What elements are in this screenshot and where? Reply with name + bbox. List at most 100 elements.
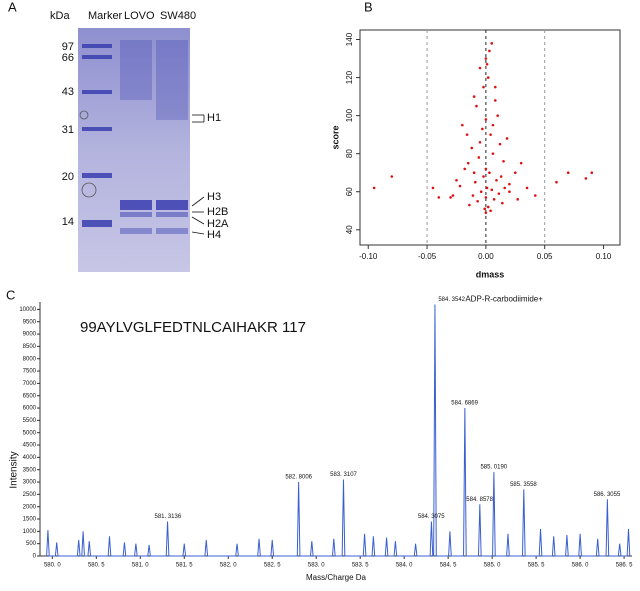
gel-unit: kDa <box>50 10 70 22</box>
point <box>473 180 477 184</box>
point <box>465 133 469 136</box>
band-label: H1 <box>207 112 221 124</box>
x-tick-label: 585. 0 <box>484 563 501 569</box>
y-tick-label: 6500 <box>23 393 37 399</box>
band-label: H2B <box>207 206 228 218</box>
band-label: H4 <box>207 229 221 241</box>
peak-label: 586. 3055 <box>594 492 621 498</box>
y-axis-label: score <box>330 125 340 149</box>
peak-label: 584. 3075 <box>418 514 445 520</box>
y-tick-label: 5000 <box>23 430 37 436</box>
y-tick-label: 0 <box>33 554 37 560</box>
y-tick-label: 3500 <box>23 467 37 473</box>
y-tick-label: 8500 <box>23 344 37 350</box>
point <box>484 167 488 171</box>
point <box>486 76 490 79</box>
x-tick-label: 0.00 <box>478 252 494 261</box>
point <box>489 133 492 136</box>
y-tick-label: 100 <box>345 108 354 122</box>
point <box>491 123 495 127</box>
y-tick-label: 4500 <box>23 443 37 449</box>
point <box>485 62 489 66</box>
y-tick-label: 140 <box>345 32 354 46</box>
point <box>566 171 570 174</box>
point <box>472 95 476 98</box>
point <box>490 42 494 45</box>
x-tick-label: 582. 0 <box>220 563 237 569</box>
x-tick-label: 584. 5 <box>440 563 457 569</box>
point <box>503 186 507 190</box>
point <box>484 211 488 214</box>
point <box>555 180 558 184</box>
point <box>482 85 485 89</box>
point <box>501 201 504 205</box>
point <box>470 146 474 150</box>
y-tick-label: 10000 <box>19 307 36 313</box>
y-tick-label: 2000 <box>23 504 37 510</box>
point <box>466 161 470 165</box>
y-tick-label: 120 <box>345 70 354 84</box>
point <box>463 167 467 171</box>
point <box>484 118 488 121</box>
x-tick-label: 580. 5 <box>88 563 105 569</box>
y-tick-label: 5500 <box>23 418 37 424</box>
y-tick-label: 8000 <box>23 356 37 362</box>
peak-label: 584. 6869 <box>451 401 478 407</box>
x-tick-label: 583. 0 <box>308 563 325 569</box>
y-tick-label: 4000 <box>23 455 37 461</box>
point <box>584 177 588 180</box>
point <box>479 190 483 194</box>
point <box>488 171 491 174</box>
point <box>525 186 529 190</box>
gel: kDa Marker LOVO SW480 97 66 43 31 20 14 … <box>50 10 229 272</box>
point <box>486 205 490 209</box>
point <box>493 85 497 89</box>
x-tick-label: 0.10 <box>596 252 612 261</box>
y-tick-label: 9500 <box>23 319 37 325</box>
x-tick-label: 582. 5 <box>264 563 281 569</box>
x-tick-label: -0.10 <box>359 252 378 261</box>
x-tick-label: 585. 5 <box>528 563 545 569</box>
point <box>499 175 503 178</box>
point <box>493 99 497 102</box>
point <box>485 186 489 190</box>
peak-label: 585. 3558 <box>510 482 537 488</box>
point <box>468 203 471 207</box>
chart-title: 99AYLVGLFEDTNLCAIHAKR 117 <box>80 319 306 336</box>
point <box>482 175 485 178</box>
point <box>505 137 509 140</box>
y-tick-label: 60 <box>345 187 354 196</box>
lane-label: LOVO <box>124 10 155 22</box>
point <box>451 194 455 197</box>
peak-label: 584. 8578 <box>466 497 493 503</box>
point <box>495 179 498 182</box>
y-axis-label: Intensity <box>9 451 20 488</box>
y-tick-label: 3000 <box>23 480 37 486</box>
y-tick-label: 40 <box>345 225 354 234</box>
point <box>483 207 487 211</box>
y-tick-label: 6000 <box>23 406 37 412</box>
gel-bands <box>82 40 188 234</box>
point <box>492 198 496 201</box>
y-tick-label: 7000 <box>23 381 37 387</box>
lane-label: Marker <box>88 10 123 22</box>
point <box>481 127 484 131</box>
point <box>471 194 475 197</box>
point <box>513 171 517 174</box>
marker-label: 43 <box>62 86 74 98</box>
x-axis-label: Mass/Charge Da <box>306 573 367 582</box>
point <box>484 57 488 60</box>
band-label: H2A <box>207 218 229 230</box>
band-label: H3 <box>207 191 221 203</box>
spectrum-line <box>46 304 631 557</box>
point <box>496 114 499 117</box>
point <box>372 186 376 190</box>
panel-label: B <box>364 0 373 14</box>
x-tick-label: 586. 0 <box>572 563 589 569</box>
y-tick-label: 2500 <box>23 492 37 498</box>
peak-note: ADP-R-carbodiimide+ <box>465 295 543 304</box>
y-tick-label: 7500 <box>23 369 37 375</box>
point <box>491 152 495 155</box>
point <box>431 186 435 190</box>
plot-frame <box>359 29 621 246</box>
